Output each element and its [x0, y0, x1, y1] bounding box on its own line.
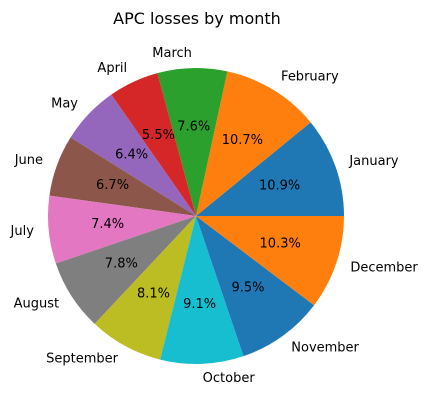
category-label-september: September: [46, 351, 119, 366]
percent-label-february: 10.7%: [222, 133, 263, 148]
category-label-august: August: [14, 297, 60, 312]
category-label-july: July: [10, 224, 35, 239]
category-label-may: May: [51, 96, 78, 111]
percent-label-april: 5.5%: [142, 128, 175, 143]
pie-slice-september: [94, 216, 196, 360]
category-label-april: April: [97, 61, 127, 76]
category-label-february: February: [281, 70, 339, 85]
percent-label-august: 7.8%: [105, 257, 138, 272]
percent-label-november: 9.5%: [231, 281, 264, 296]
pie-slice-march: [157, 68, 228, 216]
pie-slice-july: [48, 195, 196, 264]
percent-label-may: 6.4%: [115, 147, 148, 162]
percent-labels: 10.9% 10.7% 7.6%5.5% 6.4% 6.7% 7.4% 7.8% 8.1% 9.…: [91, 120, 301, 313]
pie-slice-october: [160, 216, 244, 365]
percent-label-january: 10.9%: [259, 179, 300, 194]
pie-slice-november: [196, 216, 315, 357]
pie-slices: [48, 68, 344, 365]
category-label-december: December: [350, 260, 418, 275]
percent-label-june: 6.7%: [96, 178, 129, 193]
percent-label-october: 9.1%: [183, 297, 216, 312]
pie-slice-january: [196, 122, 344, 216]
pie-slice-august: [55, 216, 197, 324]
pie-slice-may: [70, 94, 196, 216]
category-label-october: October: [203, 371, 256, 386]
percent-label-december: 10.3%: [260, 237, 301, 252]
pie-slice-june: [49, 137, 196, 216]
category-labels: January February March April May June July Augu…: [10, 46, 419, 386]
percent-label-july: 7.4%: [91, 217, 124, 232]
pie-slice-february: [196, 71, 311, 216]
pie-slice-april: [111, 73, 196, 217]
category-label-march: March: [152, 46, 192, 61]
chart-title: APC losses by month: [113, 9, 281, 28]
category-label-june: June: [14, 153, 43, 168]
percent-label-march: 7.6%: [177, 120, 210, 135]
category-label-november: November: [291, 341, 359, 356]
percent-label-september: 8.1%: [137, 286, 170, 301]
pie-slice-december: [196, 216, 344, 306]
category-label-january: January: [348, 154, 399, 169]
